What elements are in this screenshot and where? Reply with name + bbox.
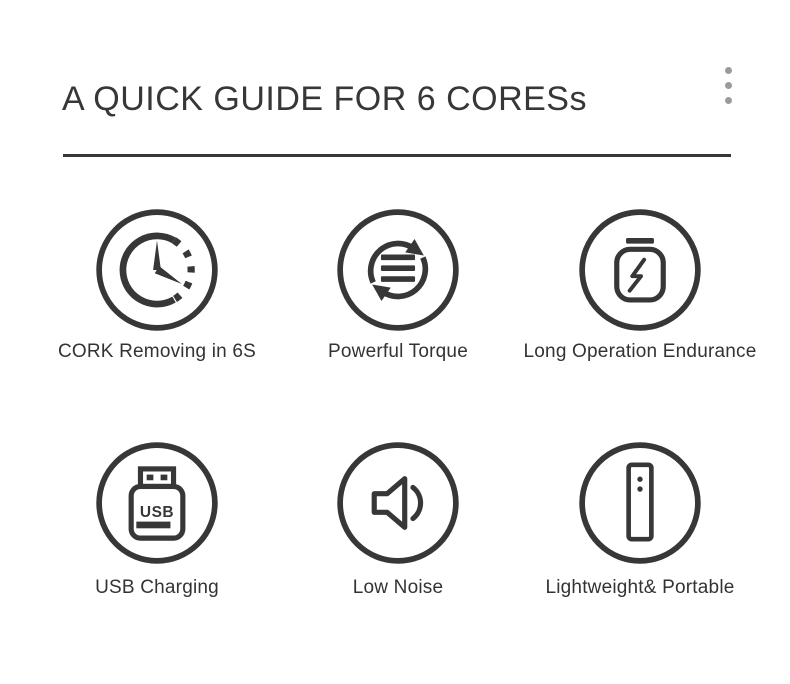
- feature-label: Lightweight& Portable: [545, 577, 735, 598]
- feature-cork-removing: CORK Removing in 6S: [25, 208, 289, 363]
- speaker-icon: [337, 442, 459, 564]
- menu-dot: [725, 97, 732, 104]
- clock-icon: [96, 209, 218, 331]
- title-divider: [63, 154, 731, 157]
- usb-icon-text: USB: [140, 504, 174, 521]
- feature-usb-charging: USB USB Charging: [25, 441, 289, 599]
- feature-low-noise: Low Noise: [266, 441, 530, 599]
- page-title: A QUICK GUIDE FOR 6 CORESs: [62, 80, 587, 118]
- feature-label: Powerful Torque: [328, 341, 468, 362]
- feature-label: Low Noise: [352, 577, 444, 598]
- menu-dot: [725, 67, 732, 74]
- slim-device-icon: [579, 442, 701, 564]
- feature-lightweight: Lightweight& Portable: [508, 441, 772, 599]
- feature-powerful-torque: Powerful Torque: [266, 208, 530, 363]
- feature-endurance: Long Operation Endurance: [508, 208, 772, 363]
- feature-label: USB Charging: [95, 577, 219, 598]
- torque-cycle-icon: [337, 209, 459, 331]
- menu-dot: [725, 82, 732, 89]
- battery-flash-icon: [579, 209, 701, 331]
- kebab-menu-icon[interactable]: [721, 63, 736, 108]
- feature-label: Long Operation Endurance: [523, 341, 757, 362]
- usb-plug-icon: USB: [96, 442, 218, 564]
- feature-label: CORK Removing in 6S: [57, 341, 257, 362]
